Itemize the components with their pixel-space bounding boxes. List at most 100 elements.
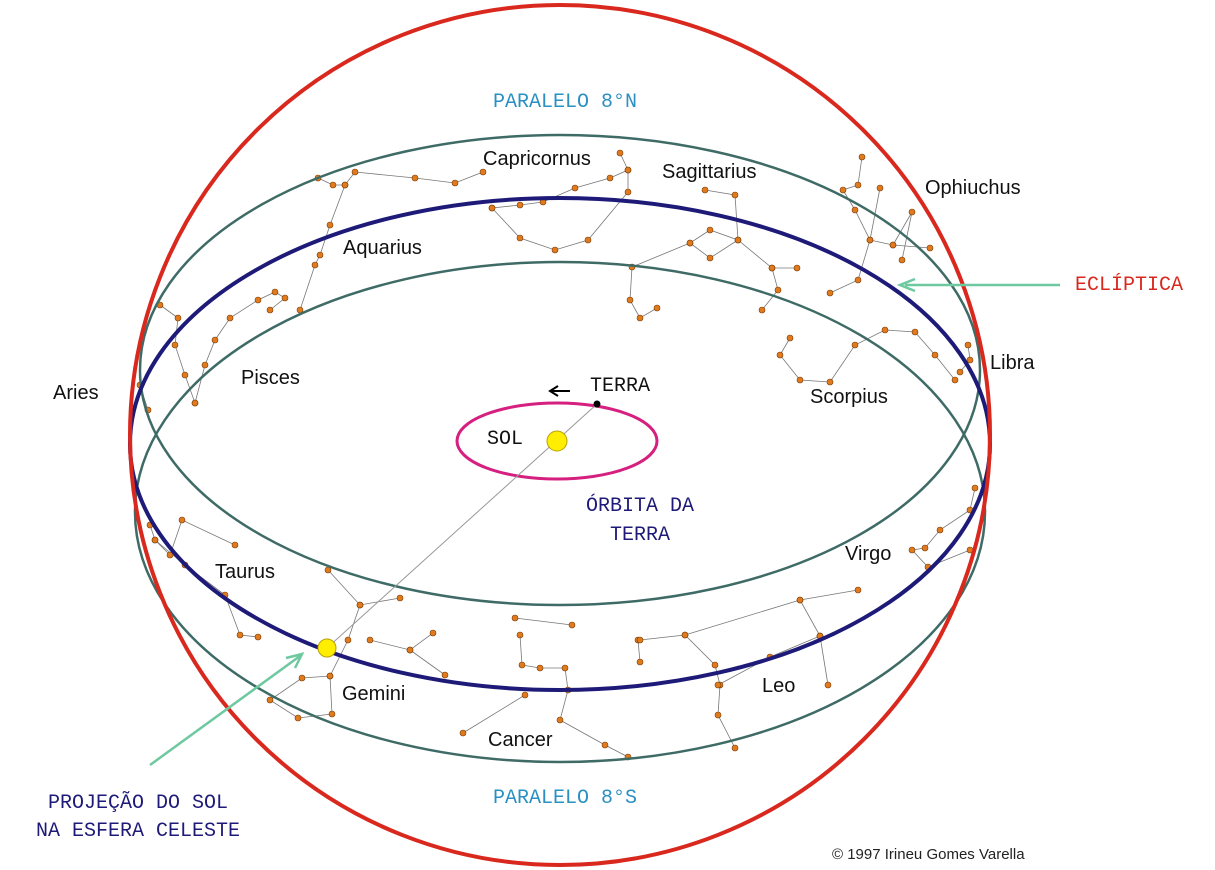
star xyxy=(562,665,568,671)
star xyxy=(552,247,558,253)
constellation-name: Cancer xyxy=(488,729,553,751)
star xyxy=(569,622,575,628)
star xyxy=(797,377,803,383)
star xyxy=(202,362,208,368)
credit: © 1997 Irineu Gomes Varella xyxy=(832,846,1025,863)
constellation-line xyxy=(492,170,628,250)
orbit-label: TERRA xyxy=(610,524,670,547)
star xyxy=(330,182,336,188)
star xyxy=(840,187,846,193)
motion-arrow xyxy=(550,386,570,396)
star xyxy=(152,537,158,543)
star xyxy=(232,542,238,548)
star xyxy=(715,712,721,718)
star xyxy=(899,257,905,263)
star xyxy=(637,659,643,665)
star xyxy=(607,175,613,181)
star xyxy=(255,297,261,303)
constellation-line xyxy=(370,633,433,650)
star xyxy=(557,717,563,723)
sun xyxy=(547,431,567,451)
star xyxy=(522,692,528,698)
constellation-line xyxy=(685,590,858,635)
constellation-line xyxy=(800,600,820,636)
constellation-line xyxy=(463,695,525,733)
constellation-line xyxy=(893,245,930,248)
star xyxy=(687,240,693,246)
constellation-line xyxy=(640,635,735,748)
star xyxy=(625,167,631,173)
star xyxy=(775,287,781,293)
constellation-line xyxy=(780,330,955,382)
constellation-line xyxy=(300,185,345,310)
star xyxy=(617,150,623,156)
projection-label: NA ESFERA CELESTE xyxy=(36,820,240,843)
orbit-label: ÓRBITA DA xyxy=(586,494,694,518)
diagram: PARALELO 8°N PARALELO 8°S ECLÍPTICA PROJ… xyxy=(0,0,1215,870)
star xyxy=(715,682,721,688)
star xyxy=(172,342,178,348)
sun-label: SOL xyxy=(487,428,523,451)
star xyxy=(927,245,933,251)
ecliptic-arrow xyxy=(900,279,1060,291)
star xyxy=(272,289,278,295)
constellation-name: Gemini xyxy=(342,683,405,705)
star xyxy=(452,180,458,186)
ecliptic-label: ECLÍPTICA xyxy=(1075,273,1183,297)
constellation-line xyxy=(515,618,572,625)
star xyxy=(855,182,861,188)
star xyxy=(855,587,861,593)
star xyxy=(299,675,305,681)
star xyxy=(965,342,971,348)
constellation-line xyxy=(820,636,828,685)
star xyxy=(367,637,373,643)
star xyxy=(282,295,288,301)
star xyxy=(295,715,301,721)
star xyxy=(852,207,858,213)
constellation-name: Taurus xyxy=(215,561,275,583)
star xyxy=(877,185,883,191)
parallel-south xyxy=(135,262,985,762)
star xyxy=(852,342,858,348)
constellation-line xyxy=(638,640,640,662)
star xyxy=(625,189,631,195)
star xyxy=(855,277,861,283)
star xyxy=(890,242,896,248)
constellation-name: Scorpius xyxy=(810,386,888,408)
star xyxy=(537,665,543,671)
star xyxy=(512,615,518,621)
star xyxy=(212,337,218,343)
star xyxy=(787,335,793,341)
star xyxy=(329,711,335,717)
star xyxy=(759,307,765,313)
earth-label: TERRA xyxy=(590,375,650,398)
constellation-line xyxy=(410,650,445,675)
star xyxy=(732,192,738,198)
star xyxy=(317,252,323,258)
star xyxy=(175,315,181,321)
star xyxy=(517,235,523,241)
projection-arrow xyxy=(150,654,302,765)
constellation-name: Aquarius xyxy=(343,237,422,259)
star xyxy=(352,169,358,175)
star xyxy=(769,265,775,271)
star xyxy=(777,352,783,358)
star xyxy=(345,637,351,643)
star xyxy=(357,602,363,608)
star xyxy=(227,315,233,321)
star xyxy=(407,647,413,653)
star xyxy=(517,202,523,208)
star xyxy=(585,237,591,243)
constellation-line xyxy=(328,570,400,605)
star xyxy=(859,154,865,160)
star xyxy=(654,305,660,311)
constellation-name: Pisces xyxy=(241,367,300,389)
parallel-north-label: PARALELO 8°N xyxy=(493,91,637,114)
constellation-name: Aries xyxy=(53,382,99,404)
star xyxy=(952,377,958,383)
star xyxy=(794,265,800,271)
star xyxy=(702,187,708,193)
earth xyxy=(594,401,601,408)
constellation-name: Sagittarius xyxy=(662,161,757,183)
projection-label: PROJEÇÃO DO SOL xyxy=(48,790,228,815)
